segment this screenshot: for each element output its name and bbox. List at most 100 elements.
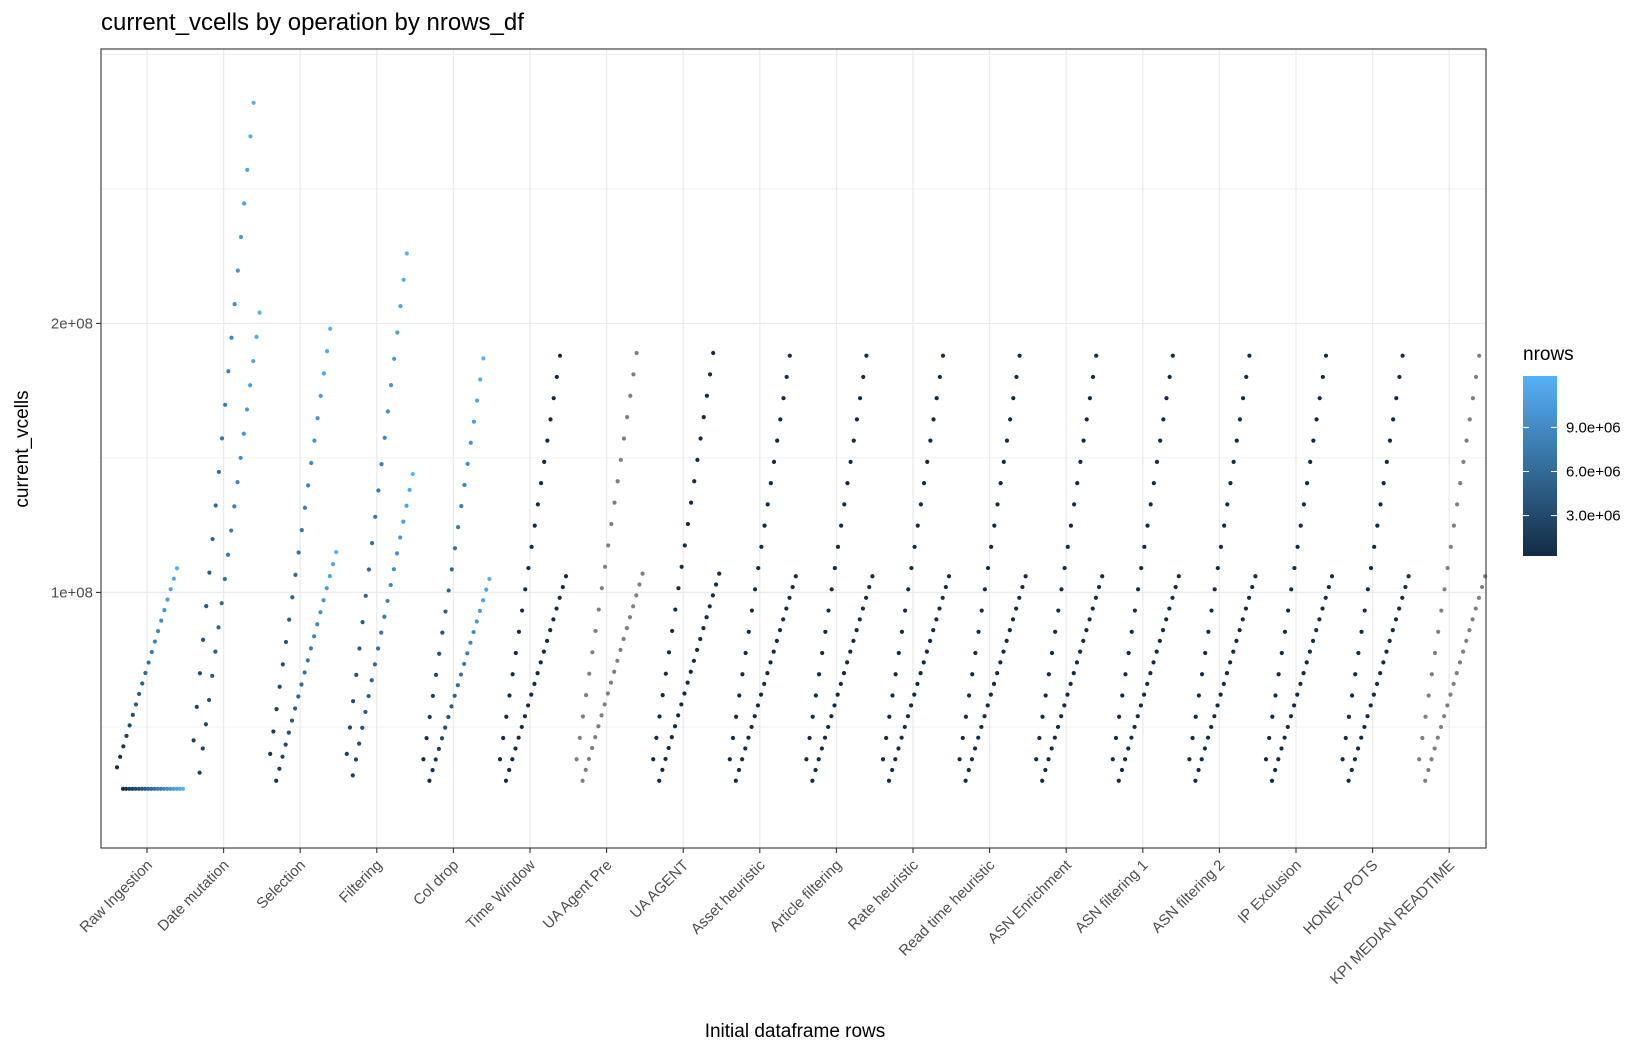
data-point [1445, 565, 1450, 571]
data-point [127, 723, 132, 728]
data-point [404, 251, 409, 256]
data-point [886, 778, 892, 783]
data-point [631, 604, 636, 609]
x-tick-label: UA AGENT [627, 857, 692, 922]
data-point [657, 714, 662, 719]
data-point [1068, 681, 1073, 686]
data-point [471, 629, 476, 635]
data-point [679, 702, 684, 707]
data-point [692, 479, 697, 484]
data-point [1059, 587, 1064, 592]
data-point [1170, 353, 1175, 358]
data-point [1349, 693, 1355, 698]
data-point [1295, 692, 1300, 697]
data-point [1071, 502, 1077, 507]
data-point [605, 691, 610, 696]
data-point [1040, 778, 1045, 783]
data-point [1282, 735, 1287, 740]
data-point [743, 650, 748, 656]
data-point [302, 505, 308, 510]
data-point [462, 661, 467, 667]
data-point [1381, 481, 1386, 486]
data-point [1135, 714, 1140, 719]
data-point [280, 754, 285, 759]
data-point [1046, 672, 1051, 677]
data-point [388, 383, 394, 388]
data-point [790, 584, 795, 590]
data-point [1250, 584, 1255, 590]
data-point [1187, 757, 1192, 762]
data-point [277, 684, 282, 689]
data-point [781, 396, 786, 401]
data-point [305, 658, 310, 663]
data-point [213, 649, 218, 654]
data-point [896, 650, 901, 656]
data-point [328, 326, 333, 331]
data-point [867, 584, 872, 590]
data-point [440, 630, 445, 635]
data-point [446, 714, 451, 720]
data-point [287, 617, 292, 622]
data-point [666, 650, 672, 655]
data-point [976, 735, 981, 740]
data-point [1442, 714, 1447, 719]
data-point [465, 651, 470, 656]
data-point [133, 786, 138, 791]
data-point [271, 729, 276, 734]
data-point [1228, 660, 1233, 665]
data-point [1243, 606, 1249, 611]
data-point [870, 574, 875, 579]
data-point [1298, 681, 1303, 686]
x-tick-label: IP Exclusion [1235, 857, 1305, 927]
data-point [223, 402, 228, 407]
data-point [216, 469, 221, 475]
data-point [1154, 459, 1160, 464]
data-point [545, 438, 550, 443]
data-point [554, 606, 559, 611]
data-point [462, 482, 467, 488]
data-point [752, 587, 758, 592]
x-tick-label: Article filtering [767, 857, 846, 936]
data-point [583, 692, 589, 698]
data-point [1004, 638, 1009, 643]
data-point [241, 431, 246, 436]
data-point [1199, 672, 1205, 677]
data-point [682, 691, 687, 696]
data-point [421, 757, 426, 762]
data-point [507, 767, 512, 773]
data-point [206, 697, 212, 703]
data-point [1215, 703, 1220, 708]
data-point [1435, 735, 1440, 740]
data-point [456, 525, 461, 530]
data-point [1365, 587, 1370, 592]
data-point [351, 699, 356, 704]
data-point [232, 504, 237, 509]
data-point [1451, 523, 1457, 528]
data-point [787, 595, 792, 600]
data-point [1352, 757, 1358, 762]
data-point [915, 681, 920, 686]
data-point [407, 487, 412, 493]
data-point [1225, 502, 1230, 507]
data-point [909, 703, 914, 708]
data-point [841, 671, 847, 676]
data-point [669, 735, 674, 740]
data-point [1307, 649, 1312, 654]
data-point [213, 503, 218, 508]
data-point [379, 462, 384, 467]
data-point [235, 480, 240, 485]
data-point [309, 460, 314, 466]
data-point [730, 735, 736, 741]
data-point [1148, 502, 1153, 507]
data-point [424, 736, 429, 741]
data-point [299, 528, 304, 533]
data-point [1381, 660, 1386, 665]
data-point [1393, 617, 1399, 622]
data-point [1279, 746, 1284, 751]
data-point [787, 353, 792, 358]
data-point [388, 582, 393, 588]
data-point [621, 436, 627, 441]
data-point [762, 523, 767, 528]
data-point [775, 438, 780, 443]
